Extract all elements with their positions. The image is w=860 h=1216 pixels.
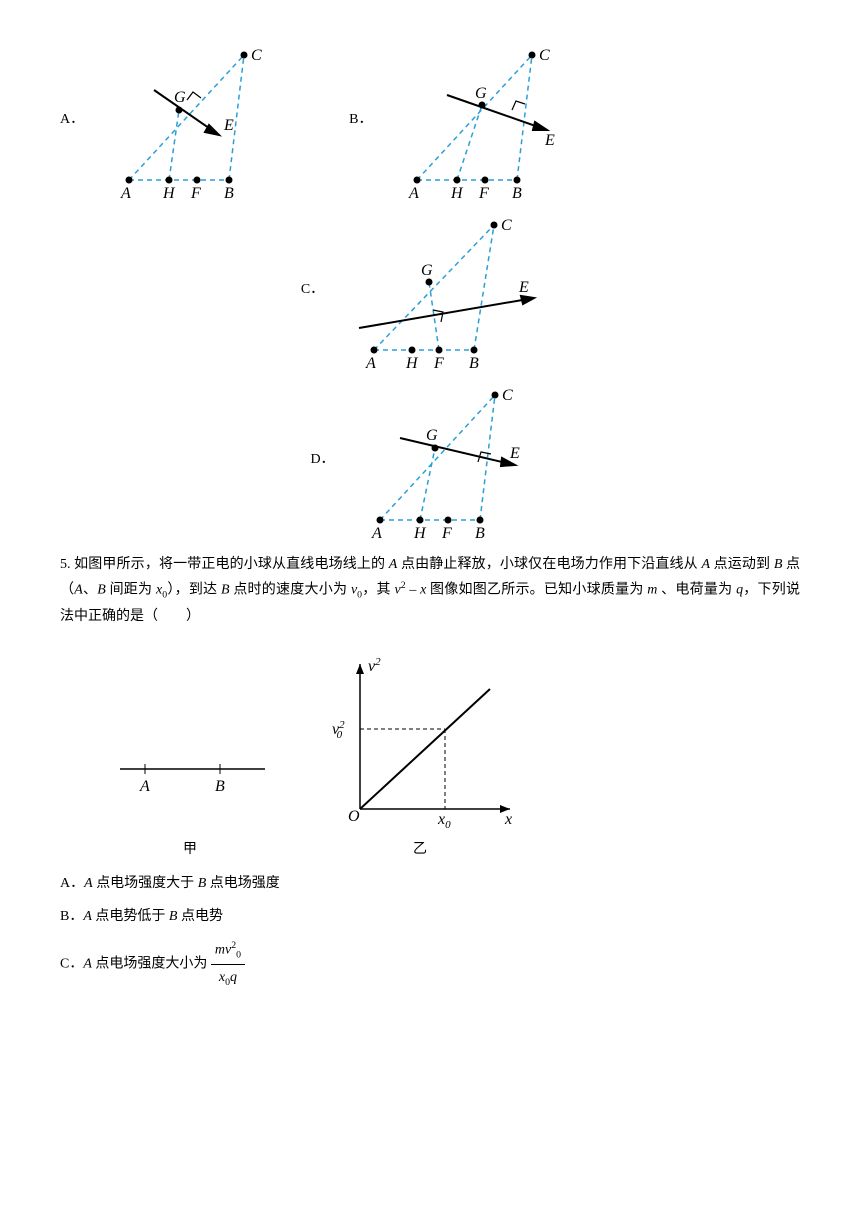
svg-text:C: C	[539, 47, 550, 64]
option-row-d: D． C G E A HF B	[60, 380, 800, 540]
fig-b-label: 乙	[320, 837, 520, 862]
opt-d-label: D．	[310, 447, 334, 472]
svg-text:C: C	[501, 217, 512, 234]
svg-text:v2: v2	[368, 656, 381, 675]
opt-a-label: A．	[60, 107, 84, 132]
svg-text:H: H	[162, 185, 176, 200]
svg-text:G: G	[426, 427, 438, 444]
svg-text:F: F	[190, 185, 201, 200]
svg-text:E: E	[509, 445, 520, 462]
svg-text:F: F	[441, 525, 452, 540]
svg-text:H: H	[413, 525, 427, 540]
svg-text:H: H	[405, 355, 419, 370]
figure-jia: A B	[100, 709, 280, 829]
svg-text:B: B	[475, 525, 485, 540]
fraction: mv20 x0q	[211, 937, 245, 992]
diagram-a: C G E A HF B	[99, 40, 279, 200]
svg-text:G: G	[421, 262, 433, 279]
svg-text:x0: x0	[437, 811, 451, 829]
svg-text:B: B	[224, 185, 234, 200]
diagram-b: C G E A HF B	[387, 40, 567, 200]
svg-text:A: A	[365, 355, 376, 370]
svg-text:B: B	[512, 185, 522, 200]
svg-text:E: E	[223, 117, 234, 134]
svg-text:G: G	[475, 85, 487, 102]
fig-a-label: 甲	[100, 837, 280, 862]
option-row-ab: A． CGE AHFB B．	[60, 40, 800, 200]
svg-text:G: G	[174, 89, 186, 106]
q5-text: 5. 如图甲所示，将一带正电的小球从直线电场线上的 A 点由静止释放，小球仅在电…	[60, 552, 800, 629]
q5-opt-b: B．A 点电势低于 B 点电势	[60, 904, 800, 929]
diagram-d: C G E A HF B	[350, 380, 550, 540]
svg-text:F: F	[478, 185, 489, 200]
svg-text:x: x	[504, 811, 512, 828]
opt-c-label: C．	[301, 277, 324, 302]
diagram-c: C G E A HF B	[339, 210, 559, 370]
figure-yi: O x x0 v2 v20	[320, 649, 520, 829]
svg-text:A: A	[139, 778, 150, 795]
q5-opt-c: C．A 点电场强度大小为 mv20 x0q	[60, 937, 800, 992]
q5-opt-a: A．A 点电场强度大于 B 点电场强度	[60, 871, 800, 896]
option-row-c: C． C G E A HF B	[60, 210, 800, 370]
svg-text:v20: v20	[332, 719, 345, 741]
svg-text:A: A	[120, 185, 131, 200]
figure-labels: 甲 乙	[100, 837, 800, 862]
svg-text:A: A	[408, 185, 419, 200]
svg-text:C: C	[251, 47, 262, 64]
figures-row: A B O x x0 v2 v20	[100, 649, 800, 829]
svg-text:B: B	[469, 355, 479, 370]
svg-text:C: C	[502, 387, 513, 404]
svg-text:O: O	[348, 808, 360, 825]
svg-text:A: A	[371, 525, 382, 540]
opt-b-label: B．	[349, 107, 372, 132]
svg-text:F: F	[433, 355, 444, 370]
svg-text:E: E	[518, 279, 529, 296]
svg-text:H: H	[450, 185, 464, 200]
q5-options: A．A 点电场强度大于 B 点电场强度 B．A 点电势低于 B 点电势 C．A …	[60, 871, 800, 992]
svg-text:B: B	[215, 778, 225, 795]
svg-text:E: E	[544, 132, 555, 149]
